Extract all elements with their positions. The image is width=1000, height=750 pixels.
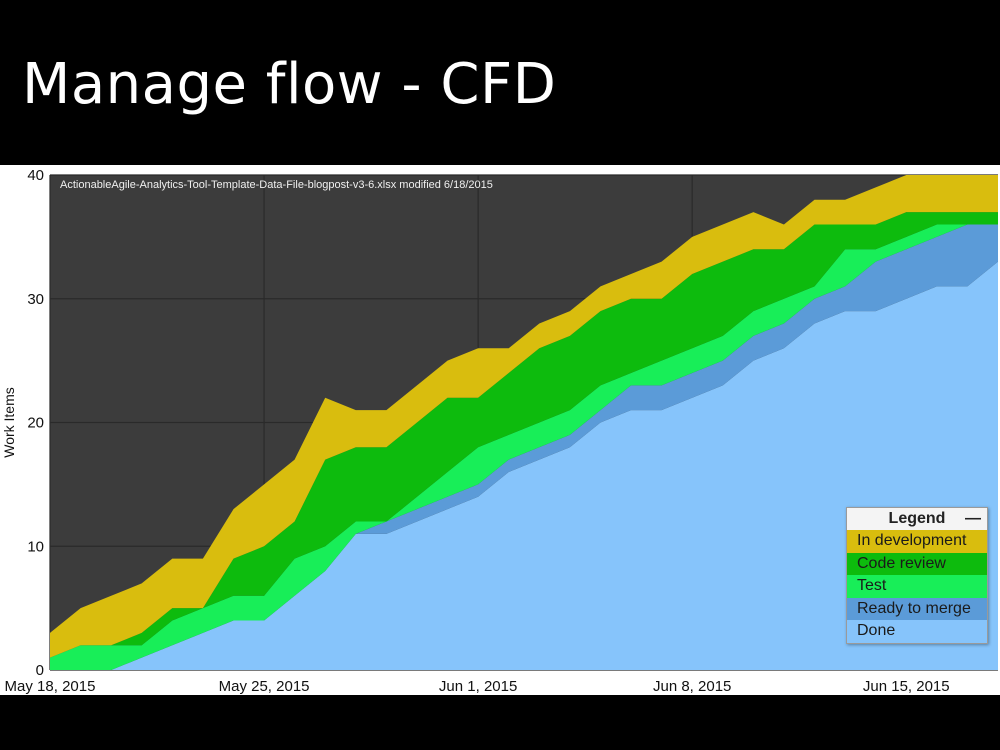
x-tick-label: Jun 8, 2015 bbox=[653, 678, 731, 695]
legend-item-in-development[interactable]: In development bbox=[847, 530, 987, 553]
x-tick-label: May 25, 2015 bbox=[219, 678, 310, 695]
chart-subtitle: ActionableAgile-Analytics-Tool-Template-… bbox=[60, 179, 493, 191]
legend-item-code-review[interactable]: Code review bbox=[847, 552, 987, 575]
x-tick-label: May 18, 2015 bbox=[5, 678, 96, 695]
x-tick-label: Jun 15, 2015 bbox=[863, 678, 950, 695]
slide-title: Manage flow - CFD bbox=[22, 52, 557, 117]
area-in-development bbox=[50, 175, 998, 658]
area-test bbox=[50, 224, 998, 670]
area-done bbox=[50, 261, 998, 670]
chart-legend[interactable]: Legend — In development Code review Test Re… bbox=[846, 507, 988, 644]
area-code-review bbox=[50, 212, 998, 658]
legend-items: In development Code review Test Ready to me… bbox=[847, 530, 987, 643]
y-tick-label: 0 bbox=[36, 662, 44, 679]
legend-title: Legend bbox=[888, 510, 946, 527]
y-tick-label: 40 bbox=[27, 167, 44, 184]
y-tick-label: 20 bbox=[27, 415, 44, 432]
y-axis-title: Work Items bbox=[1, 387, 17, 458]
legend-header: Legend — bbox=[847, 508, 987, 530]
legend-item-done[interactable]: Done bbox=[847, 620, 987, 643]
y-tick-label: 10 bbox=[27, 538, 44, 555]
legend-item-ready-to-merge[interactable]: Ready to merge bbox=[847, 597, 987, 620]
chart-container: May 18, 2015 May 25, 2015 Jun 1, 2015 Jun 8… bbox=[0, 165, 1000, 695]
legend-collapse-button[interactable]: — bbox=[965, 510, 981, 527]
legend-item-test[interactable]: Test bbox=[847, 575, 987, 598]
x-tick-label: Jun 1, 2015 bbox=[439, 678, 517, 695]
area-ready-to-merge bbox=[50, 224, 998, 670]
cfd-chart: May 18, 2015 May 25, 2015 Jun 1, 2015 Jun 8… bbox=[1, 167, 998, 695]
y-tick-label: 30 bbox=[27, 291, 44, 308]
